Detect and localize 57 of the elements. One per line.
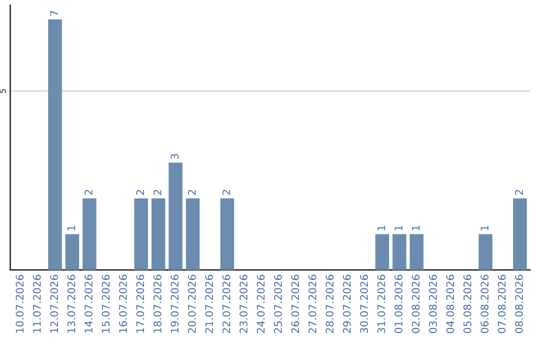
x-tick-label: 06.08.2026 — [480, 274, 489, 334]
x-tick-label: 05.08.2026 — [463, 274, 472, 334]
bar — [151, 198, 166, 270]
x-tick-label: 01.08.2026 — [394, 274, 402, 334]
x-tick-label: 16.07.2026 — [119, 274, 127, 333]
x-tick-label: 29.07.2026 — [342, 274, 351, 334]
bar — [392, 234, 406, 270]
x-tick-label: 22.07.2026 — [222, 274, 230, 334]
bar — [48, 19, 62, 270]
x-tick-label: 26.07.2026 — [291, 274, 300, 334]
x-tick-label: 30.07.2026 — [360, 274, 368, 333]
data-label: 1 — [377, 226, 386, 230]
data-label: 1 — [68, 226, 76, 230]
x-tick-label: 27.07.2026 — [308, 274, 316, 334]
x-tick-label: 23.07.2026 — [240, 274, 248, 334]
data-label: 1 — [480, 226, 488, 230]
data-label: 1 — [412, 226, 420, 230]
bar — [134, 198, 148, 270]
x-tick-label: 04.08.2026 — [446, 274, 454, 334]
x-tick-label: 13.07.2026 — [67, 274, 76, 333]
data-label: 2 — [84, 190, 92, 195]
x-tick-label: 03.08.2026 — [428, 274, 437, 334]
x-tick-label: 19.07.2026 — [170, 274, 179, 333]
bar — [478, 234, 492, 270]
x-tick-label: 08.08.2026 — [515, 274, 523, 334]
x-tick-label: 31.07.2026 — [377, 274, 386, 333]
bar — [186, 198, 200, 270]
x-tick-label: 12.07.2026 — [50, 274, 58, 333]
data-label: 1 — [394, 226, 402, 230]
x-tick-label: 28.07.2026 — [326, 274, 334, 334]
data-label: 2 — [222, 190, 230, 195]
x-tick-label: 18.07.2026 — [153, 274, 162, 333]
x-tick-label: 20.07.2026 — [188, 274, 196, 334]
bar — [220, 198, 234, 270]
bar — [168, 162, 182, 270]
bar — [82, 198, 96, 270]
data-label: 2 — [136, 190, 144, 195]
data-label: 7 — [50, 10, 58, 16]
x-tick-label: 10.07.2026 — [16, 274, 24, 333]
x-tick-label: 24.07.2026 — [256, 274, 265, 334]
x-tick-label: 25.07.2026 — [274, 274, 282, 334]
x-tick-label: 07.08.2026 — [498, 274, 506, 334]
bar — [410, 234, 424, 270]
x-tick-label: 17.07.2026 — [136, 274, 144, 333]
bar — [513, 198, 527, 270]
x-tick-label: 02.08.2026 — [412, 274, 420, 334]
y-tick-label: 5 — [0, 89, 6, 94]
data-label: 2 — [188, 190, 196, 195]
bar — [65, 234, 80, 270]
x-tick-label: 14.07.2026 — [84, 274, 92, 333]
data-label: 3 — [170, 154, 179, 160]
bar — [375, 234, 390, 270]
x-tick-label: 21.07.2026 — [205, 274, 214, 334]
x-tick-label: 15.07.2026 — [102, 274, 110, 333]
data-label: 2 — [153, 190, 162, 195]
x-tick-label: 11.07.2026 — [32, 274, 41, 333]
data-label: 2 — [515, 190, 523, 195]
